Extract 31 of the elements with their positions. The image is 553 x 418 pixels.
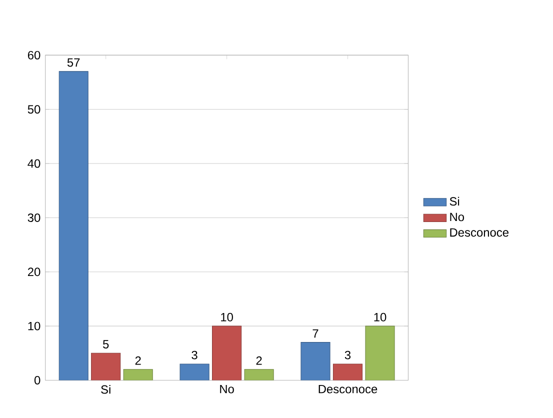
data-label: 2 — [135, 356, 141, 365]
bar — [58, 71, 88, 380]
data-label: 5 — [102, 340, 109, 348]
data-label: 57 — [67, 58, 80, 67]
data-label: 7 — [312, 329, 318, 338]
x-tick-label: Si — [101, 384, 110, 394]
x-tick-label: No — [220, 384, 234, 394]
y-tick-label: 10 — [28, 322, 40, 330]
y-tick-label: 40 — [28, 159, 40, 168]
bar — [300, 342, 330, 380]
bar — [180, 364, 210, 380]
y-tick-label: 50 — [28, 105, 40, 114]
y-tick-label: 0 — [34, 376, 40, 384]
y-tick-label: 20 — [28, 268, 40, 276]
legend-label: Si — [450, 196, 460, 206]
data-label: 10 — [221, 312, 233, 322]
bar — [91, 352, 121, 380]
y-tick-label: 30 — [28, 213, 40, 222]
bar — [212, 326, 242, 380]
bar — [124, 369, 153, 380]
data-label: 3 — [192, 350, 198, 360]
y-tick-label: 60 — [28, 50, 40, 60]
data-label: 10 — [374, 312, 386, 322]
legend-label: Desconoce — [450, 228, 509, 237]
data-label: 2 — [256, 356, 262, 365]
bar — [244, 369, 274, 380]
bar — [332, 364, 363, 380]
legend-label: No — [450, 212, 464, 222]
bar — [365, 326, 395, 380]
x-tick-label: Desconoce — [318, 384, 378, 394]
data-label: 3 — [344, 350, 351, 360]
